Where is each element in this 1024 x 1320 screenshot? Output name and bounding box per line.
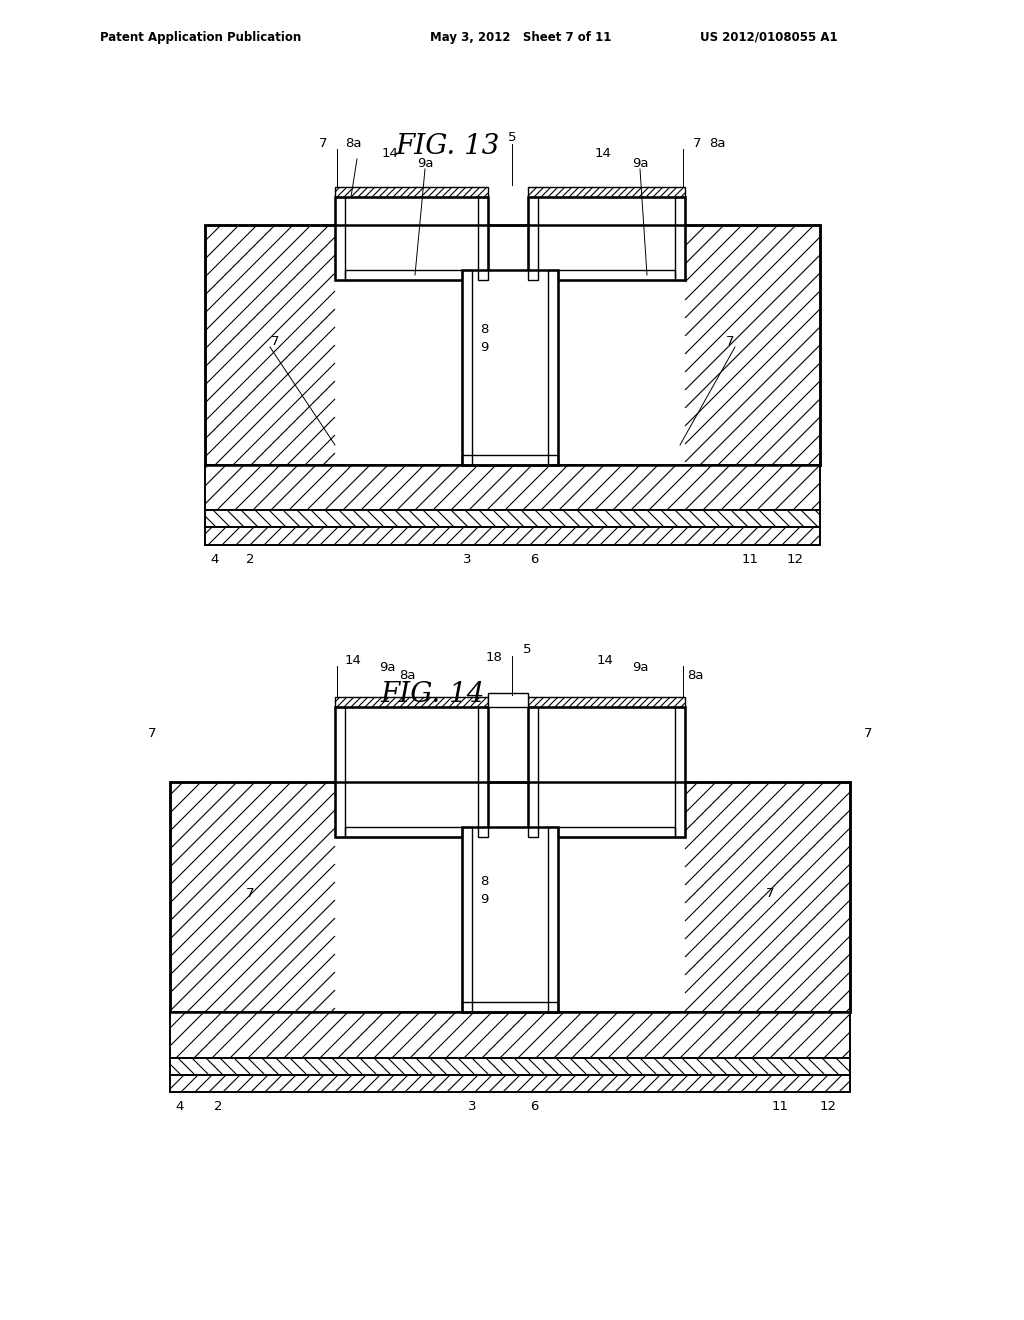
Text: 8: 8 [480, 875, 488, 888]
Text: 2: 2 [246, 553, 254, 566]
Bar [205, 224, 820, 465]
Text: Patent Application Publication: Patent Application Publication [100, 30, 301, 44]
Text: 11: 11 [741, 553, 759, 566]
Bar [528, 697, 685, 708]
Text: 4: 4 [210, 553, 218, 566]
Text: 7: 7 [270, 335, 280, 348]
Bar [335, 697, 488, 708]
Text: 14: 14 [597, 653, 613, 667]
Text: 8a: 8a [345, 137, 361, 150]
Bar [462, 271, 558, 465]
Text: 7: 7 [693, 137, 701, 150]
Text: 8a: 8a [709, 137, 725, 150]
Text: 14: 14 [382, 147, 398, 160]
Text: 2: 2 [214, 1100, 222, 1113]
Bar [488, 693, 528, 708]
Bar [528, 708, 538, 837]
Bar [548, 271, 558, 465]
Text: 6: 6 [529, 1100, 539, 1113]
Bar [335, 708, 488, 837]
Text: 7: 7 [726, 335, 734, 348]
Text: 7: 7 [318, 137, 327, 150]
Bar [335, 197, 345, 280]
Text: 6: 6 [529, 553, 539, 566]
Text: 12: 12 [786, 553, 804, 566]
Text: 5: 5 [508, 131, 516, 144]
Text: 7: 7 [147, 727, 157, 741]
Bar [462, 828, 558, 1012]
Text: 9: 9 [480, 894, 488, 906]
Text: 7: 7 [246, 887, 254, 900]
Bar [205, 224, 820, 465]
Bar [528, 708, 685, 837]
Bar [528, 187, 685, 197]
Text: 14: 14 [595, 147, 611, 160]
Text: 9a: 9a [632, 157, 648, 170]
Text: 8: 8 [480, 323, 488, 337]
Text: 14: 14 [344, 653, 361, 667]
Bar [462, 828, 472, 1012]
Bar [558, 271, 675, 280]
Bar [335, 708, 345, 837]
Bar [205, 510, 820, 527]
Bar [345, 271, 462, 280]
Text: 8a: 8a [687, 669, 703, 682]
Bar [170, 1059, 850, 1074]
Text: 7: 7 [864, 727, 872, 741]
Text: 9a: 9a [379, 661, 395, 675]
Text: FIG. 13: FIG. 13 [395, 133, 500, 161]
Text: 12: 12 [819, 1100, 837, 1113]
Bar [345, 828, 462, 837]
Text: 7: 7 [766, 887, 774, 900]
Bar [462, 271, 472, 465]
Text: 3: 3 [463, 553, 471, 566]
Bar [170, 1012, 850, 1059]
Bar [478, 708, 488, 837]
Text: 9a: 9a [632, 661, 648, 675]
Bar [675, 197, 685, 280]
Text: 9: 9 [480, 341, 488, 354]
Bar [528, 197, 538, 280]
Text: FIG. 14: FIG. 14 [380, 681, 484, 709]
Text: 4: 4 [175, 1100, 183, 1113]
Bar [205, 465, 820, 510]
Bar [205, 527, 820, 545]
Bar [462, 1002, 558, 1012]
Bar [675, 708, 685, 837]
Bar [170, 781, 850, 1012]
Bar [548, 828, 558, 1012]
Bar [528, 197, 685, 280]
Text: May 3, 2012   Sheet 7 of 11: May 3, 2012 Sheet 7 of 11 [430, 30, 611, 44]
Text: 18: 18 [485, 651, 503, 664]
Bar [170, 1074, 850, 1092]
Text: 8a: 8a [398, 669, 416, 682]
Bar [170, 781, 850, 1012]
Text: 11: 11 [771, 1100, 788, 1113]
Text: 5: 5 [522, 643, 531, 656]
Text: 3: 3 [468, 1100, 476, 1113]
Bar [335, 197, 488, 280]
Bar [558, 828, 675, 837]
Text: US 2012/0108055 A1: US 2012/0108055 A1 [700, 30, 838, 44]
Text: 9a: 9a [417, 157, 433, 170]
Bar [478, 197, 488, 280]
Bar [335, 187, 488, 197]
Bar [462, 455, 558, 465]
